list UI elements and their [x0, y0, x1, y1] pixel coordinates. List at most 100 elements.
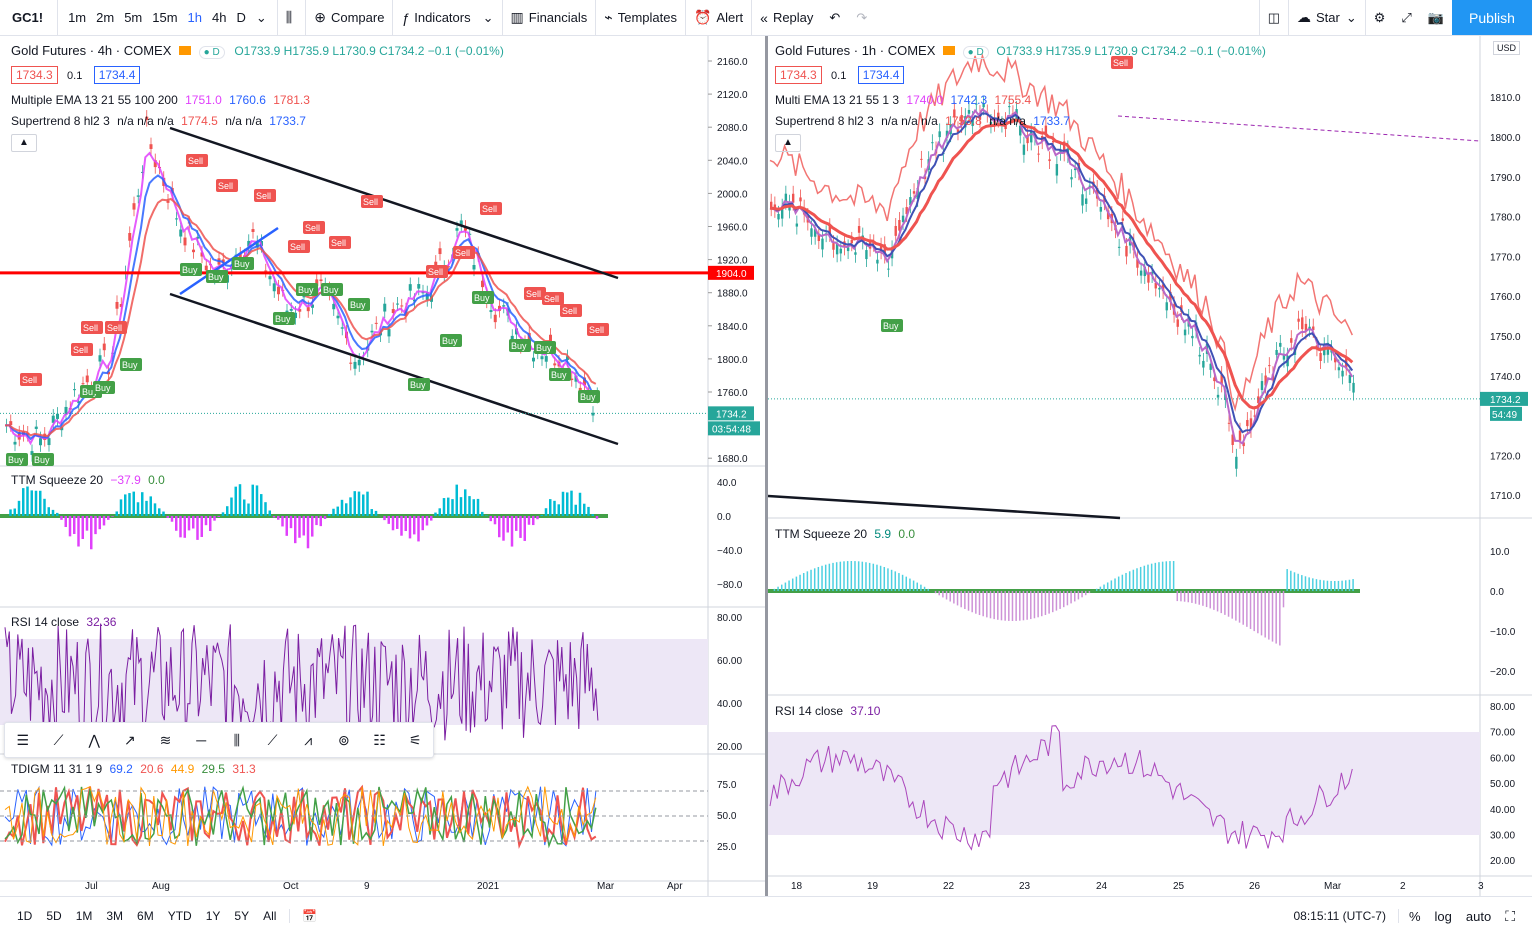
candle [1301, 317, 1303, 329]
range-5y[interactable]: 5Y [227, 909, 256, 923]
candle [502, 305, 505, 306]
ttm-bar [558, 504, 561, 516]
candle [799, 197, 801, 201]
snapshot-button[interactable]: 📷 [1420, 0, 1452, 35]
candle [358, 360, 361, 366]
hline-tool-icon[interactable]: ─ [183, 732, 219, 748]
chart-type-button[interactable]: ⫼ [278, 0, 306, 35]
financials-button[interactable]: ▥Financials [503, 0, 597, 35]
settings-lines-icon[interactable]: ☷ [362, 732, 398, 749]
bid-price[interactable]: 1734.3 [775, 66, 822, 84]
layout-button[interactable]: ◫ [1259, 0, 1288, 35]
bars-tool-icon[interactable]: ⫼ [219, 732, 255, 749]
collapse-legend-button[interactable]: ▲ [775, 134, 801, 152]
menu-icon[interactable]: ☰ [5, 732, 41, 749]
range-1d[interactable]: 1D [10, 909, 39, 923]
interval-2m[interactable]: 2m [91, 10, 119, 25]
trend-tool-icon[interactable]: ↗ [112, 732, 148, 749]
range-all[interactable]: All [256, 909, 283, 923]
line-tool-icon[interactable]: ⟋ [41, 732, 77, 749]
sliders-icon[interactable]: ⚟ [397, 732, 433, 749]
ttm-bar [434, 513, 437, 516]
pattern-tool-icon[interactable]: ⋀ [76, 732, 112, 749]
interval-1m[interactable]: 1m [63, 10, 91, 25]
star-button[interactable]: ☁Star⌄ [1288, 0, 1365, 35]
right-chart-canvas[interactable]: 1810.01800.01790.01780.01770.01760.01750… [768, 36, 1532, 896]
auto-scale-toggle[interactable]: auto [1459, 909, 1498, 924]
buy-signal-text: Buy [323, 285, 339, 295]
interval-4h[interactable]: 4h [207, 10, 231, 25]
clock-timezone[interactable]: 08:15:11 (UTC-7) [1286, 909, 1398, 923]
price-tick-label: 1800.0 [717, 355, 748, 366]
bid-price[interactable]: 1734.3 [11, 66, 58, 84]
ttm-bar [158, 508, 161, 516]
candle [887, 269, 889, 270]
ttm-bar [405, 516, 408, 531]
ttm-bar [1140, 567, 1142, 591]
ttm-bar [579, 493, 582, 516]
settings-button[interactable]: ⚙ [1365, 0, 1394, 35]
time-tick-label: 22 [943, 881, 955, 892]
candle [99, 355, 102, 361]
ask-price[interactable]: 1734.4 [858, 66, 905, 84]
redo-button[interactable]: ↷ [848, 0, 875, 35]
currency-label[interactable]: USD [1493, 41, 1520, 55]
range-ytd[interactable]: YTD [161, 909, 199, 923]
replay-button[interactable]: «Replay [752, 0, 821, 35]
time-tick-label: 2021 [477, 881, 500, 892]
alert-button[interactable]: ⏰Alert [686, 0, 752, 35]
range-3m[interactable]: 3M [99, 909, 130, 923]
interval-5m[interactable]: 5m [119, 10, 147, 25]
ema-name: Multi EMA 13 21 55 1 3 [775, 93, 899, 107]
sell-signal-text: Sell [331, 238, 346, 248]
ask-price[interactable]: 1734.4 [94, 66, 141, 84]
ttm-bar [781, 585, 783, 591]
ttm-bar [528, 516, 531, 525]
arc-tool-icon[interactable]: ⊚ [326, 732, 362, 749]
split-layout-icon: ◫ [1268, 10, 1280, 26]
templates-button[interactable]: ⌁Templates [596, 0, 686, 35]
left-bidask: 1734.3 0.1 1734.4 [11, 66, 146, 84]
interval-D[interactable]: D [231, 10, 250, 25]
ttm-bar [1228, 591, 1230, 617]
range-1y[interactable]: 1Y [199, 909, 228, 923]
ray-tool-icon[interactable]: ⟋ [255, 732, 291, 749]
range-1m[interactable]: 1M [69, 909, 100, 923]
ttm-bar [490, 516, 493, 521]
publish-label: Publish [1469, 10, 1515, 26]
fib-tool-icon[interactable]: ≋ [148, 732, 184, 749]
interval-15m[interactable]: 15m [147, 10, 182, 25]
candle [553, 363, 556, 365]
candle [1191, 336, 1193, 338]
compare-button[interactable]: ⊕Compare [306, 0, 393, 35]
ttm-bar [1341, 581, 1343, 591]
price-tick-label: 1760.0 [1490, 292, 1521, 303]
elliott-tool-icon[interactable]: ⩘ [290, 732, 326, 749]
maximize-icon[interactable]: ⛶ [1498, 908, 1522, 925]
publish-button[interactable]: Publish [1452, 0, 1532, 35]
undo-button[interactable]: ↶ [821, 0, 848, 35]
buy-signal-text: Buy [511, 341, 527, 351]
chevron-down-icon[interactable]: ⌄ [1346, 10, 1357, 26]
ttm-bar [1158, 562, 1160, 591]
range-5d[interactable]: 5D [39, 909, 68, 923]
goto-date-button[interactable]: 📅 [289, 909, 324, 923]
chevron-down-icon[interactable]: ⌄ [483, 10, 494, 26]
price-tick-label: 2160.0 [717, 57, 748, 68]
candle [103, 344, 106, 351]
log-scale-toggle[interactable]: log [1428, 909, 1459, 924]
ttm-bar [69, 516, 72, 536]
symbol-search[interactable]: GC1! [0, 0, 58, 35]
range-6m[interactable]: 6M [130, 909, 161, 923]
interval-1h[interactable]: 1h [183, 10, 207, 25]
chevron-down-icon[interactable]: ⌄ [251, 10, 272, 26]
percent-scale-toggle[interactable]: % [1399, 909, 1428, 924]
fullscreen-button[interactable]: ⤢ [1393, 0, 1419, 35]
ttm-bar [409, 516, 412, 538]
ttm-bar [913, 581, 915, 591]
ttm-bar [1008, 591, 1010, 621]
collapse-legend-button[interactable]: ▲ [11, 134, 37, 152]
